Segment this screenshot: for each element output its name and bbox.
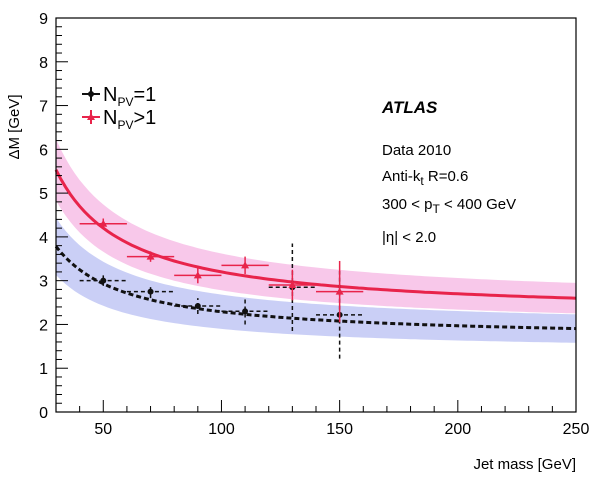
x-tick-label: 100 (208, 421, 235, 438)
uncertainty-band-npv1 (56, 217, 576, 343)
y-tick-label: 9 (39, 11, 48, 28)
fit-curve-npv1 (54, 245, 577, 331)
data-point-npv-gt1 (241, 261, 250, 269)
x-tick-label: 150 (326, 421, 353, 438)
y-tick-label: 6 (39, 142, 48, 159)
x-tick-label: 200 (444, 421, 471, 438)
legend-entry-npv1: NPV=1 (82, 84, 156, 109)
annotations: ATLAS Data 2010 Anti-kt R=0.6 300 < pT <… (381, 98, 516, 246)
y-tick-label: 2 (39, 317, 48, 334)
uncertainty-bands (56, 139, 576, 343)
annotation-eta-range: |η| < 2.0 (382, 229, 436, 246)
atlas-label: ATLAS (381, 98, 438, 117)
y-axis-title: ΔM [GeV] (6, 94, 23, 159)
y-tick-label: 1 (39, 361, 48, 378)
y-tick-label: 7 (39, 99, 48, 116)
uncertainty-band-npv-gt1 (56, 139, 576, 314)
data-point-npv-gt1 (288, 281, 297, 289)
y-tick-label: 4 (39, 230, 48, 247)
data-point-npv1 (194, 303, 201, 310)
data-point-npv-gt1 (193, 271, 202, 279)
annotation-data-year: Data 2010 (382, 142, 451, 159)
data-points (79, 218, 364, 359)
data-point-npv-gt1 (146, 252, 155, 260)
legend-label-npv1: NPV=1 (103, 84, 156, 109)
legend-marker-npv1-dot (88, 91, 94, 97)
plot-frame (55, 17, 577, 413)
data-point-npv-gt1 (99, 219, 108, 227)
annotation-pt-range: 300 < pT < 400 GeV (382, 196, 516, 216)
legend-marker-npv-gt1-tri (87, 113, 95, 120)
axis-ticks: 50 100 150 200 250 0 1 2 3 4 5 6 7 8 9 (39, 11, 589, 438)
y-tick-label: 5 (39, 186, 48, 203)
data-point-npv1 (100, 277, 107, 284)
annotation-algorithm: Anti-kt R=0.6 (382, 168, 468, 188)
data-point-npv1 (147, 288, 154, 295)
legend-entry-npv-gt1: NPV>1 (82, 107, 156, 132)
data-point-npv-gt1 (335, 287, 344, 295)
y-tick-label: 3 (39, 274, 48, 291)
y-tick-label: 8 (39, 55, 48, 72)
data-point-npv1 (242, 308, 249, 315)
y-tick-label: 0 (39, 405, 48, 422)
x-tick-label: 250 (563, 421, 590, 438)
legend: NPV=1 NPV>1 (82, 84, 156, 132)
x-axis-title: Jet mass [GeV] (473, 456, 576, 473)
legend-label-npv-gt1: NPV>1 (103, 107, 156, 132)
x-tick-label: 50 (94, 421, 112, 438)
